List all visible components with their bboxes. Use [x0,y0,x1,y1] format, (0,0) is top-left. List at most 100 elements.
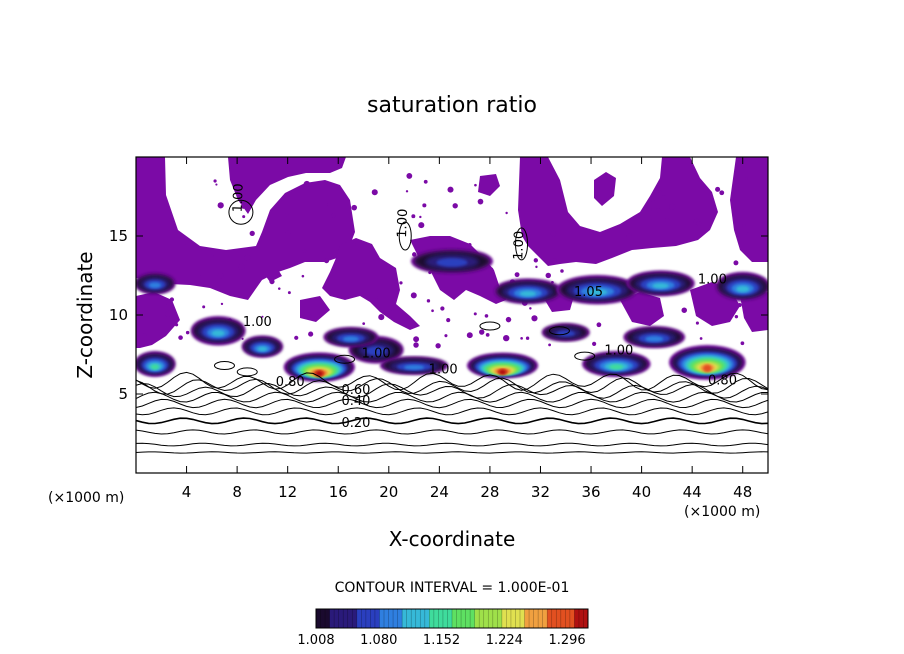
colorbar-cell [447,609,453,628]
contour-line-8 [136,377,768,395]
speck [331,213,336,218]
speck [411,214,416,219]
colorbar-cell [488,609,494,628]
speck [413,336,420,343]
speck [217,202,224,209]
speck [165,310,172,317]
contour-upper-2 [515,227,529,261]
colorbar-cell [411,609,417,628]
speck [477,198,484,205]
speck [737,302,742,308]
colorbar-cell [334,609,340,628]
speck [390,308,393,311]
speck [746,232,750,236]
colorbar-cell [542,609,548,628]
x-unit-right-label: (×1000 m) [684,504,760,520]
speck [431,309,434,313]
colorbar-cell [574,609,580,628]
colorbar-cell [424,609,430,628]
speck [505,316,512,323]
contour-line-1 [136,442,768,447]
cell-level [315,370,323,377]
speck [413,342,419,348]
speck [249,230,255,237]
cell-level [150,364,160,370]
speck [349,280,353,283]
speck [742,223,746,228]
colorbar-cell [470,609,476,628]
speck [327,202,331,207]
speck [484,314,489,318]
contour-line-0 [136,451,768,454]
x-unit-left-label: (×1000 m) [48,490,124,506]
speck [169,297,175,302]
contour-labels: 1.00 1.00 1.00 1.05 1.00 1.00 1.00 1.00 1.00 0.80… [231,183,737,431]
y-tick-label-0: 5 [118,385,128,403]
speck [405,190,409,193]
cell-level [498,369,507,375]
speck [287,291,291,295]
supersaturation-cell-12 [626,270,695,297]
contour-loop-5 [479,321,501,331]
speck [303,180,310,188]
colorbar-cell [384,609,389,628]
speck [626,233,632,239]
speck [435,343,441,349]
speck [269,278,275,285]
cell-level [645,336,664,342]
speck [178,335,183,340]
colorbar-cell [556,609,562,628]
supersaturation-cell-7 [582,351,651,377]
speck [550,230,557,237]
colorbar-cell [583,609,589,628]
supersaturation-cell-10 [493,278,562,305]
colorbar-cell [356,609,362,628]
colorbar-cell [533,609,539,628]
speck [285,213,289,217]
speck [473,312,477,316]
speck [440,306,445,311]
contour-upper-0 [228,199,254,225]
contour-line-5 [136,398,768,409]
speck [418,222,425,229]
y-tick-label-1: 10 [109,306,128,324]
contour-loop-0 [213,361,235,371]
colorbar-tick-label-4: 1.296 [548,633,585,648]
speck [183,244,186,247]
colorbar-cell [316,609,321,628]
cell-level [652,283,669,289]
speck [514,272,520,278]
colorbar-cell [374,609,380,628]
contour-line-3 [136,417,768,425]
x-tick-label-4: 20 [379,483,398,501]
colorbar-tick-label-3: 1.224 [486,633,523,648]
speck [446,318,451,323]
speck [378,314,385,321]
contour-loop-2 [334,354,356,364]
contour-label-11: 0.60 [341,383,370,398]
speck [503,334,510,342]
x-tick-label-2: 12 [278,483,297,501]
cell-level [342,336,359,342]
x-tick-label-5: 24 [430,483,449,501]
colorbar-cell [452,609,457,628]
speck [699,337,703,340]
speck [520,337,523,340]
colorbar-cell [438,609,444,628]
speck [715,186,721,192]
speck [406,172,413,179]
speck [466,332,473,339]
colorbar-cell [479,609,485,628]
y-axis-title: Z-coordinate [73,251,97,378]
speck [136,201,140,205]
contour-lines [136,199,768,454]
speck [419,215,422,219]
colorbar-tick-label-2: 1.152 [423,633,460,648]
contour-line-9 [136,371,768,391]
speck [244,254,251,261]
contour-line-4 [136,407,768,416]
speck [744,176,749,180]
colorbar-cell [402,609,408,628]
colorbar-cell [442,609,448,628]
contour-upper-1 [398,221,412,251]
